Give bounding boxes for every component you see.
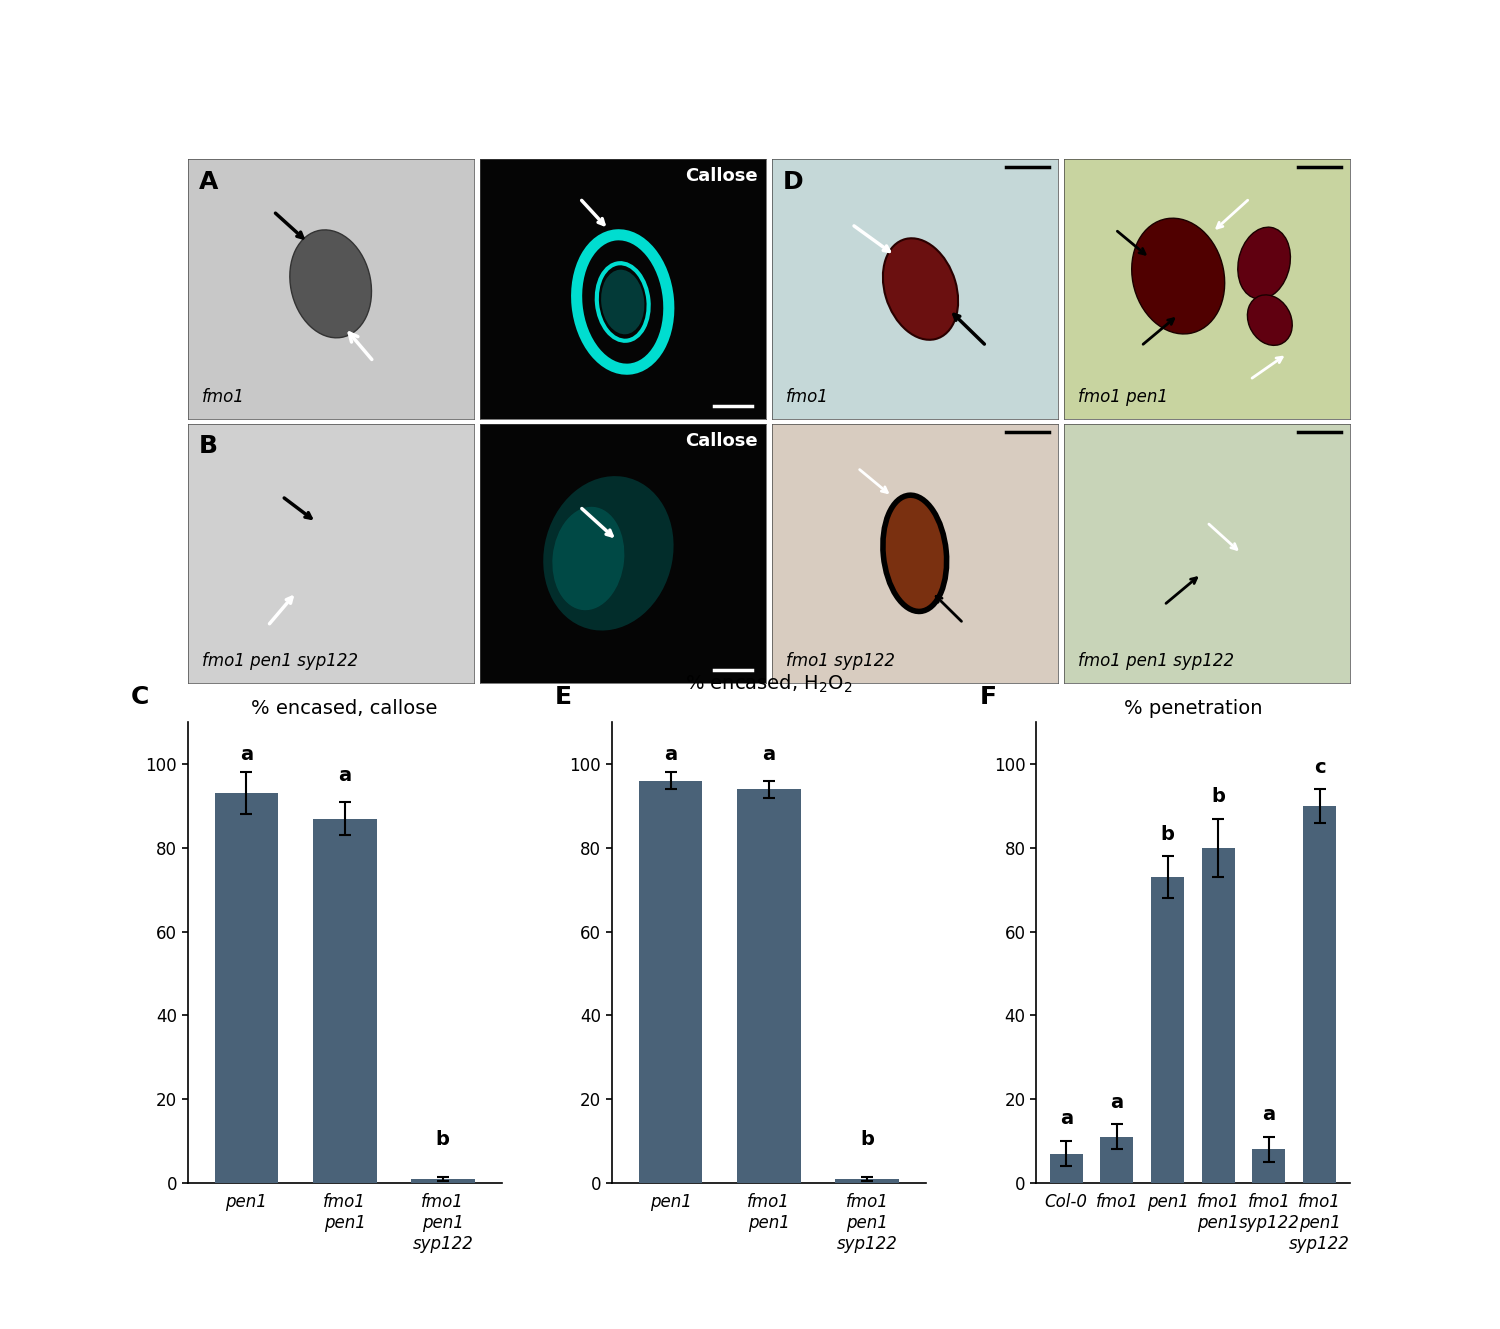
Text: fmo1 pen1: fmo1 pen1 [1078,388,1168,405]
Ellipse shape [602,270,645,335]
Text: a: a [1110,1092,1124,1111]
Bar [214,793,279,1183]
Text: F: F [980,686,996,710]
Bar [1150,877,1184,1183]
Bar [639,781,702,1183]
Ellipse shape [884,496,946,611]
Text: a: a [664,746,676,764]
Text: fmo1 syp122: fmo1 syp122 [786,653,895,670]
Text: b: b [859,1130,874,1150]
Text: A: A [200,170,219,194]
Ellipse shape [1248,295,1293,346]
Text: a: a [1059,1110,1072,1128]
Text: fmo1: fmo1 [786,388,830,405]
Text: a: a [338,766,351,785]
Text: b: b [1212,787,1225,805]
Ellipse shape [1238,227,1290,299]
Text: b: b [436,1130,450,1150]
Bar [836,1179,898,1183]
Bar [1202,848,1234,1183]
Ellipse shape [290,230,372,338]
Bar [312,819,376,1183]
Text: a: a [1263,1106,1275,1124]
Bar [1252,1150,1286,1183]
Text: fmo1 pen1 syp122: fmo1 pen1 syp122 [1078,653,1234,670]
Ellipse shape [552,506,624,610]
Ellipse shape [1131,218,1224,334]
Text: a: a [240,746,254,764]
Text: C: C [130,686,150,710]
Text: Callose: Callose [684,432,758,449]
Text: D: D [783,170,804,194]
Text: c: c [1314,758,1326,776]
Text: fmo1 pen1 syp122: fmo1 pen1 syp122 [202,653,358,670]
Bar [1050,1154,1083,1183]
Text: B: B [200,435,217,459]
Ellipse shape [543,476,674,630]
Title: % penetration: % penetration [1124,699,1262,718]
Text: E: E [555,686,572,710]
Text: fmo1: fmo1 [202,388,244,405]
Title: % encased, callose: % encased, callose [252,699,438,718]
Ellipse shape [884,238,959,340]
Bar [1101,1136,1134,1183]
Text: b: b [1161,825,1174,844]
Text: % encased, H$_2$O$_2$: % encased, H$_2$O$_2$ [686,672,852,695]
Text: Callose: Callose [684,167,758,185]
Bar [411,1179,474,1183]
Text: a: a [762,746,776,764]
Bar [736,789,801,1183]
Bar [1304,805,1336,1183]
